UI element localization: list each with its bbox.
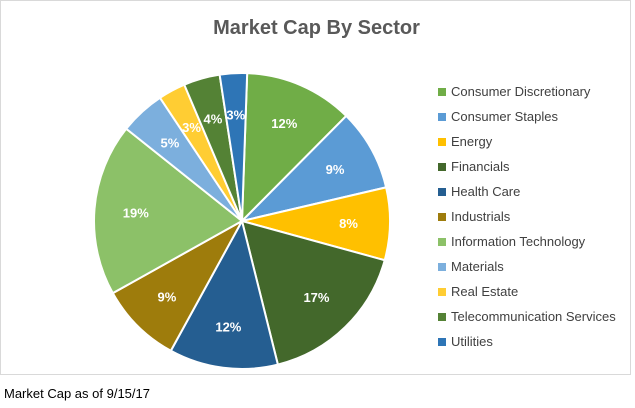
legend-label: Real Estate xyxy=(451,284,519,299)
chart-title: Market Cap By Sector xyxy=(213,17,420,39)
legend-label: Energy xyxy=(451,134,493,149)
chart-area: Market Cap By Sector 12% 9% 8% 17% 12% 9% 19% 5… xyxy=(0,0,631,375)
legend-swatch xyxy=(438,162,446,171)
legend-swatch xyxy=(438,187,446,196)
data-label-consumer-staples: 9% xyxy=(326,162,345,177)
data-label-telecommunication-services: 4% xyxy=(204,111,223,126)
legend-item-health-care: Health Care xyxy=(438,179,616,204)
legend-item-real-estate: Real Estate xyxy=(438,279,616,304)
data-label-real-estate: 3% xyxy=(182,120,201,135)
legend-label: Industrials xyxy=(451,209,511,224)
legend-label: Consumer Discretionary xyxy=(451,84,591,99)
legend-swatch xyxy=(438,237,446,246)
footnote: Market Cap as of 9/15/17 xyxy=(4,386,150,401)
pie-chart: 12%9%8%17%12%9%19%5%3%4% 3% xyxy=(93,72,391,370)
legend-label: Financials xyxy=(451,159,510,174)
pie-slice-health-care xyxy=(169,218,280,370)
legend-item-materials: Materials xyxy=(438,254,616,279)
data-label-utilities: 3% xyxy=(226,108,245,123)
legend-swatch xyxy=(438,262,446,271)
legend-swatch xyxy=(438,337,446,346)
data-label-health-care: 12% xyxy=(215,320,241,335)
legend-label: Utilities xyxy=(451,334,493,349)
data-label-materials: 5% xyxy=(161,135,180,150)
data-label-energy: 8% xyxy=(339,216,358,231)
pie-slice-information-technology xyxy=(93,127,244,295)
legend-item-industrials: Industrials xyxy=(438,204,616,229)
data-label-consumer-discretionary: 12% xyxy=(271,116,297,131)
pie-slice-industrials xyxy=(111,218,245,353)
pie-slice-consumer-discretionary xyxy=(240,72,348,224)
legend-label: Materials xyxy=(451,259,504,274)
legend-item-utilities: Utilities xyxy=(438,329,616,354)
legend-swatch xyxy=(438,137,446,146)
legend-swatch xyxy=(438,112,446,121)
legend-swatch xyxy=(438,312,446,321)
pie-slice-utilities xyxy=(218,72,249,222)
legend-item-financials: Financials xyxy=(438,154,616,179)
data-label-financials: 17% xyxy=(303,290,329,305)
data-label-information-technology: 19% xyxy=(123,205,149,220)
legend-swatch xyxy=(438,212,446,221)
data-label-industrials: 9% xyxy=(158,290,177,305)
legend-item-telecommunication-services: Telecommunication Services xyxy=(438,304,616,329)
legend-swatch xyxy=(438,87,446,96)
legend-swatch xyxy=(438,287,446,296)
legend-label: Consumer Staples xyxy=(451,109,558,124)
legend-item-information-technology: Information Technology xyxy=(438,229,616,254)
legend-label: Health Care xyxy=(451,184,521,199)
pie-slice-financials xyxy=(240,219,386,366)
legend-label: Information Technology xyxy=(451,234,586,249)
legend-item-consumer-discretionary: Consumer Discretionary xyxy=(438,79,616,104)
legend: Consumer Discretionary Consumer Staples En… xyxy=(438,79,616,354)
legend-item-energy: Energy xyxy=(438,129,616,154)
legend-item-consumer-staples: Consumer Staples xyxy=(438,104,616,129)
legend-label: Telecommunication Services xyxy=(451,309,616,324)
